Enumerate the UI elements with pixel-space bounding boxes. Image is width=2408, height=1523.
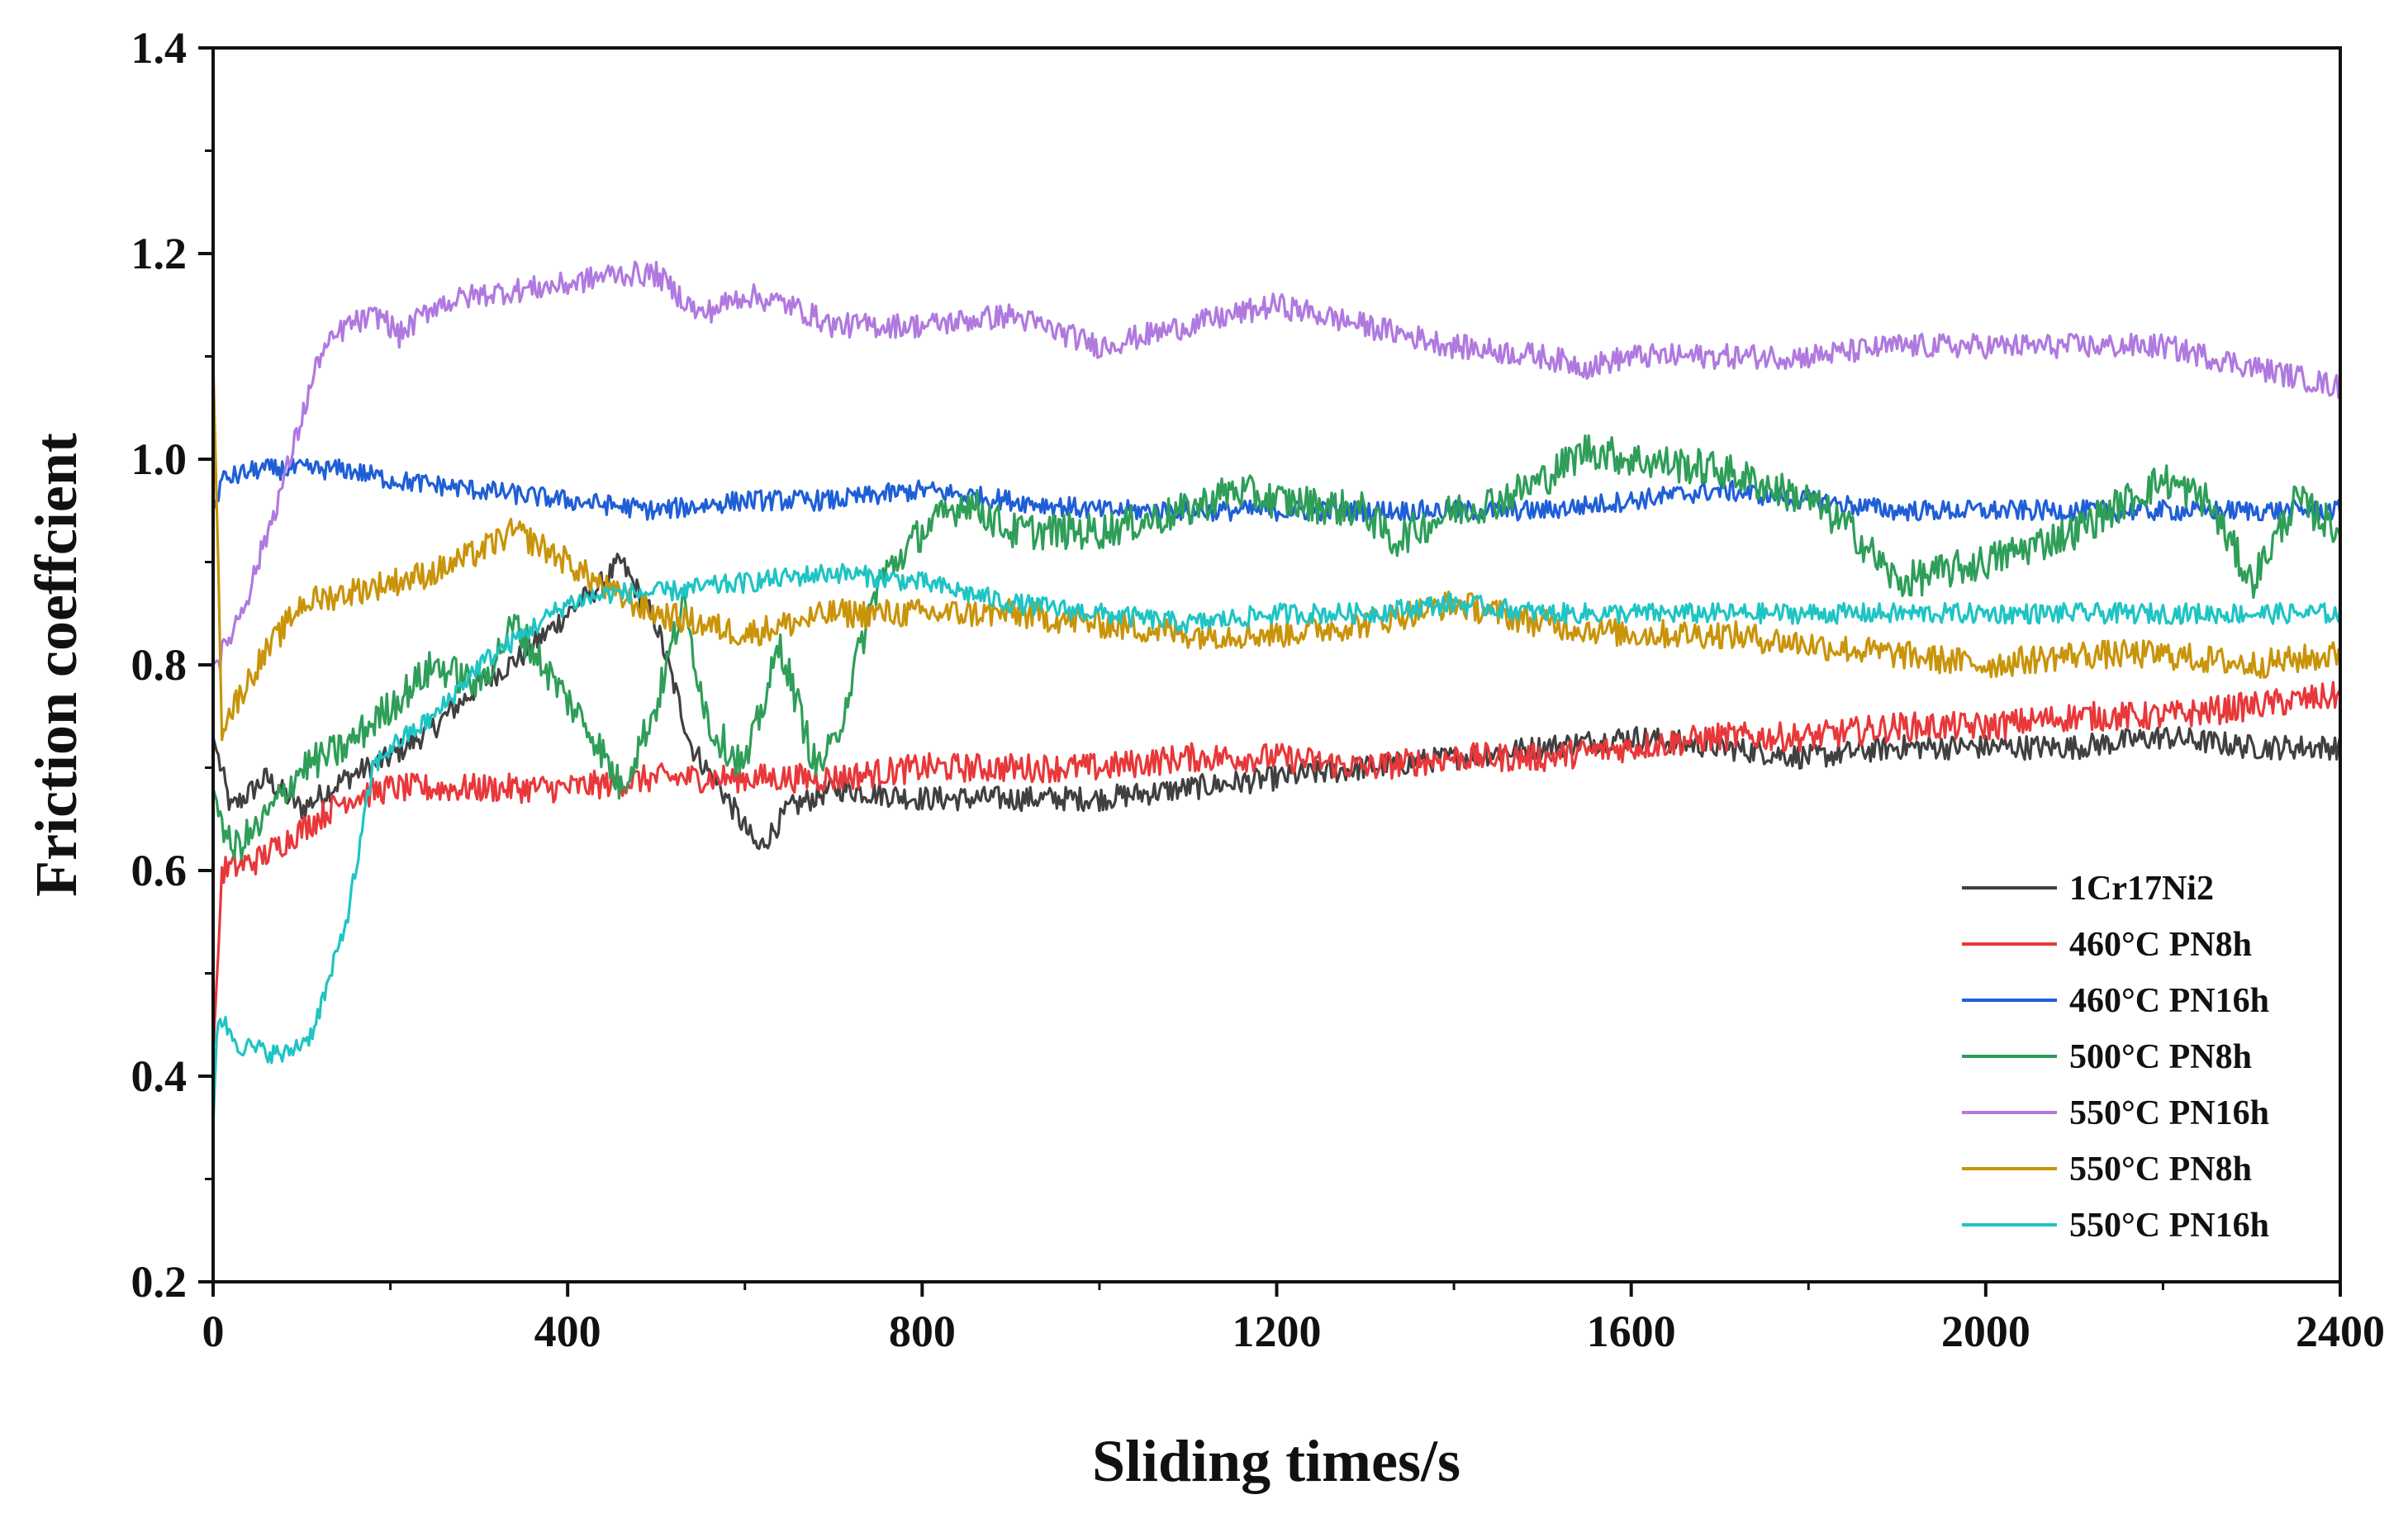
series-line-5 bbox=[211, 260, 2342, 671]
x-tick-label: 2000 bbox=[1941, 1307, 2030, 1356]
y-tick-label: 1.0 bbox=[131, 434, 188, 484]
y-axis-title: Friction coeffcient bbox=[23, 433, 89, 897]
y-tick-label: 0.8 bbox=[131, 640, 188, 690]
x-tick-label: 400 bbox=[534, 1307, 601, 1356]
y-tick-label: 0.2 bbox=[131, 1257, 188, 1307]
series-line-1 bbox=[211, 553, 2342, 851]
series-line-4 bbox=[211, 434, 2342, 861]
plot-frame bbox=[211, 46, 2342, 1283]
legend-label-1: 1Cr17Ni2 bbox=[2069, 870, 2214, 908]
series-layer bbox=[211, 260, 2342, 1128]
x-axis-title: Sliding times/s bbox=[1092, 1428, 1460, 1494]
series-line-3 bbox=[211, 458, 2342, 523]
legend-label-4: 500°C PN8h bbox=[2069, 1038, 2252, 1076]
y-tick-label: 0.4 bbox=[131, 1051, 188, 1101]
x-tick-label: 1600 bbox=[1587, 1307, 1676, 1356]
legend-label-5: 550°C PN16h bbox=[2069, 1094, 2269, 1132]
series-line-2 bbox=[211, 681, 2342, 1056]
series-line-7 bbox=[211, 562, 2342, 1128]
legend-label-6: 550°C PN8h bbox=[2069, 1151, 2252, 1189]
y-tick-label: 1.4 bbox=[131, 23, 188, 73]
x-tick-label: 800 bbox=[889, 1307, 956, 1356]
series-line-6 bbox=[211, 356, 2342, 742]
legend-label-7: 550°C PN16h bbox=[2069, 1207, 2269, 1245]
x-tick-label: 2400 bbox=[2296, 1307, 2385, 1356]
ticks-layer: 0 400 800 1200 1600 2000 2400 0.2 0.4 0.6 0.8 1.0 1.… bbox=[131, 23, 2386, 1356]
y-tick-label: 0.6 bbox=[131, 846, 188, 895]
x-tick-label: 0 bbox=[202, 1307, 225, 1356]
legend-label-3: 460°C PN16h bbox=[2069, 982, 2269, 1020]
legend-label-2: 460°C PN8h bbox=[2069, 926, 2252, 964]
y-tick-label: 1.2 bbox=[131, 229, 188, 278]
legend: 1Cr17Ni2 460°C PN8h 460°C PN16h 500°C PN8h 5… bbox=[1962, 870, 2269, 1245]
x-tick-label: 1200 bbox=[1232, 1307, 1322, 1356]
